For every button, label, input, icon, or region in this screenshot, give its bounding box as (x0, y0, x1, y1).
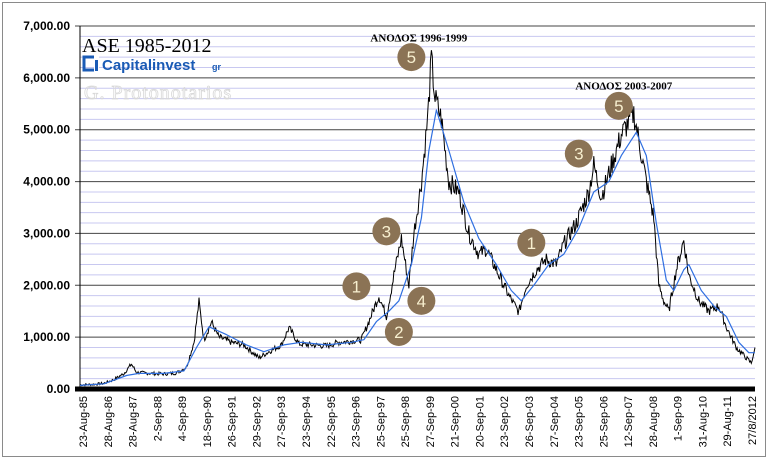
x-tick-label: 4-Sep-89 (177, 396, 189, 441)
wave-badge (397, 43, 426, 72)
y-tick-label: 6,000.00 (23, 71, 70, 85)
y-tick-label: 1,000.00 (23, 330, 70, 344)
x-tick-label: 29-Sep-92 (251, 396, 263, 447)
x-tick-label: 2-Sep-88 (152, 396, 164, 441)
wave-badge-label: 5 (614, 97, 623, 116)
x-tick-label: 27-Sep-99 (425, 396, 437, 447)
x-tick-label: 26-Sep-91 (227, 396, 239, 447)
index-line (79, 50, 756, 387)
wave-badge (407, 286, 436, 315)
wave-badge-label: 1 (527, 234, 536, 253)
x-tick-label: 12-Sep-07 (623, 396, 635, 447)
wave-badge (517, 228, 546, 257)
chart-title: ASE 1985-2012 (82, 35, 211, 57)
moving-average-line (79, 109, 755, 386)
x-tick-label: 25-Sep-97 (375, 396, 387, 447)
annotation-label: ΑΝΟΔΟΣ 2003-2007 (575, 80, 672, 92)
x-tick-label: 31-Aug-10 (697, 396, 709, 447)
wave-badge (384, 317, 413, 346)
x-tick-label: 23-Sep-94 (301, 396, 313, 447)
brand-name: Capitalinvest (102, 57, 195, 74)
series-lines (79, 50, 756, 387)
brand-suffix: gr (212, 62, 221, 72)
x-tick-label: 23-Sep-96 (351, 396, 363, 447)
x-tick-label: 22-Sep-95 (326, 396, 338, 447)
wave-badge (372, 217, 401, 246)
x-tick-label: 18-Sep-90 (202, 396, 214, 447)
wave-badges: 1 2 3 4 5 1 3 5 (342, 43, 633, 346)
x-tick-label: 27-Sep-04 (549, 396, 561, 447)
x-tick-label: 26-Sep-03 (524, 396, 536, 447)
capitalinvest-logo: Capitalinvest gr (82, 55, 221, 74)
x-tick-label: 25-Sep-98 (400, 396, 412, 447)
wave-badge-label: 3 (382, 222, 391, 241)
x-tick-label: 28-Aug-08 (648, 396, 660, 447)
y-tick-label: 2,000.00 (23, 278, 70, 292)
wave-badge-label: 5 (407, 48, 416, 67)
x-axis-labels: 23-Aug-85 28-Aug-86 28-Aug-87 2-Sep-88 4-Sep… (78, 396, 759, 447)
y-tick-label: 7,000.00 (23, 19, 70, 33)
y-axis-labels: 0.00 1,000.00 2,000.00 3,000.00 4,000.00 5,00… (23, 19, 70, 396)
wave-badge (564, 139, 593, 168)
y-tick-label: 3,000.00 (23, 226, 70, 240)
x-tick-label: 23-Sep-02 (499, 396, 511, 447)
x-tick-label: 23-Sep-05 (574, 396, 586, 447)
wave-badge-label: 3 (574, 145, 583, 164)
x-tick-label: 1-Sep-09 (673, 396, 685, 441)
y-tick-label: 0.00 (47, 382, 71, 396)
y-tick-label: 5,000.00 (23, 123, 70, 137)
chart-frame (2, 2, 766, 457)
annotation-label: ΑΝΟΔΟΣ 1996-1999 (370, 33, 467, 45)
watermark: G. Protonotarios (84, 82, 232, 104)
x-tick-label: 25-Sep-06 (598, 396, 610, 447)
wave-badge-label: 4 (417, 292, 426, 311)
annotations: ΑΝΟΔΟΣ 1996-1999 ΑΝΟΔΟΣ 2003-2007 (370, 33, 672, 93)
wave-badge (604, 91, 633, 120)
logo-icon-bar (95, 60, 98, 71)
x-tick-label: 29-Aug-11 (722, 396, 734, 447)
x-tick-label: 27/8/2012 (747, 396, 759, 445)
x-tick-label: 28-Aug-86 (103, 396, 115, 447)
y-tick-label: 4,000.00 (23, 175, 70, 189)
x-tick-label: 21-Sep-00 (450, 396, 462, 447)
x-tick-label: 23-Aug-85 (78, 396, 90, 447)
wave-badge (342, 272, 371, 301)
x-tick-label: 20-Sep-01 (474, 396, 486, 447)
gridlines (75, 25, 755, 392)
wave-badge-label: 1 (352, 277, 361, 296)
x-tick-label: 27-Sep-93 (276, 396, 288, 447)
wave-badge-label: 2 (394, 323, 403, 342)
x-tick-label: 28-Aug-87 (128, 396, 140, 447)
